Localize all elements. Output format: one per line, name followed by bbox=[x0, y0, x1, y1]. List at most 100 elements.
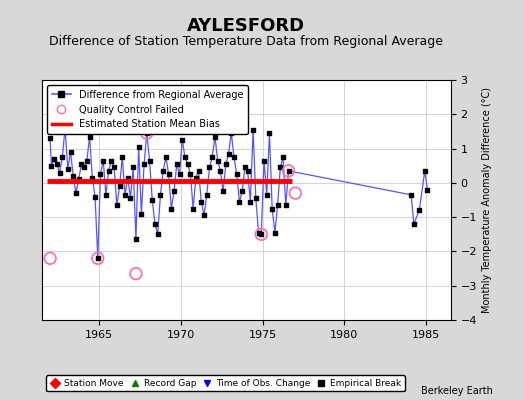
Point bbox=[96, 171, 105, 178]
Point bbox=[46, 255, 54, 262]
Point bbox=[74, 176, 83, 183]
Point bbox=[410, 221, 418, 227]
Point bbox=[172, 161, 181, 167]
Point bbox=[91, 193, 99, 200]
Point bbox=[276, 164, 285, 171]
Point bbox=[421, 168, 429, 174]
Point bbox=[118, 154, 126, 160]
Point bbox=[61, 125, 69, 131]
Point bbox=[47, 162, 56, 169]
Point bbox=[148, 197, 157, 203]
Point bbox=[285, 168, 293, 174]
Point bbox=[233, 171, 241, 178]
Point bbox=[165, 171, 173, 178]
Point bbox=[94, 255, 102, 262]
Point bbox=[77, 161, 85, 167]
Point bbox=[244, 168, 252, 174]
Point bbox=[222, 161, 230, 167]
Point bbox=[67, 149, 75, 155]
Point bbox=[189, 205, 198, 212]
Point bbox=[63, 166, 72, 172]
Point bbox=[50, 156, 58, 162]
Point bbox=[211, 133, 219, 140]
Point bbox=[113, 202, 121, 208]
Point bbox=[129, 164, 137, 171]
Point bbox=[140, 161, 148, 167]
Point bbox=[279, 154, 287, 160]
Point bbox=[227, 130, 235, 136]
Point bbox=[181, 154, 189, 160]
Point bbox=[249, 126, 257, 133]
Point bbox=[271, 229, 279, 236]
Legend: Difference from Regional Average, Quality Control Failed, Estimated Station Mean: Difference from Regional Average, Qualit… bbox=[47, 85, 248, 134]
Point bbox=[110, 164, 118, 171]
Point bbox=[192, 174, 200, 181]
Point bbox=[143, 130, 151, 136]
Point bbox=[170, 188, 178, 195]
Point bbox=[104, 168, 113, 174]
Text: Berkeley Earth: Berkeley Earth bbox=[421, 386, 493, 396]
Point bbox=[254, 229, 263, 236]
Point bbox=[241, 164, 249, 171]
Point bbox=[274, 202, 282, 208]
Point bbox=[205, 164, 214, 171]
Point bbox=[246, 198, 255, 205]
Point bbox=[126, 195, 135, 202]
Point bbox=[219, 188, 227, 195]
Y-axis label: Monthly Temperature Anomaly Difference (°C): Monthly Temperature Anomaly Difference (… bbox=[483, 87, 493, 313]
Point bbox=[143, 130, 151, 136]
Point bbox=[213, 157, 222, 164]
Point bbox=[178, 137, 187, 143]
Point bbox=[132, 236, 140, 243]
Point bbox=[115, 183, 124, 190]
Legend: Station Move, Record Gap, Time of Obs. Change, Empirical Break: Station Move, Record Gap, Time of Obs. C… bbox=[47, 375, 405, 392]
Point bbox=[83, 157, 91, 164]
Point bbox=[194, 168, 203, 174]
Point bbox=[121, 192, 129, 198]
Point bbox=[167, 205, 176, 212]
Point bbox=[257, 231, 266, 238]
Point bbox=[88, 174, 96, 181]
Point bbox=[200, 212, 208, 219]
Point bbox=[154, 231, 162, 238]
Point bbox=[423, 186, 432, 193]
Point bbox=[257, 231, 266, 238]
Point bbox=[162, 154, 170, 160]
Point bbox=[102, 192, 110, 198]
Point bbox=[186, 171, 194, 178]
Text: AYLESFORD: AYLESFORD bbox=[187, 17, 305, 35]
Point bbox=[159, 168, 167, 174]
Point bbox=[46, 135, 54, 142]
Point bbox=[263, 192, 271, 198]
Point bbox=[58, 154, 67, 160]
Point bbox=[135, 144, 143, 150]
Point bbox=[56, 169, 64, 176]
Point bbox=[238, 188, 246, 195]
Point bbox=[107, 157, 116, 164]
Point bbox=[69, 173, 78, 179]
Point bbox=[265, 130, 274, 136]
Point bbox=[260, 157, 268, 164]
Point bbox=[285, 168, 293, 174]
Point bbox=[291, 190, 300, 196]
Point bbox=[203, 192, 211, 198]
Point bbox=[156, 192, 165, 198]
Point bbox=[124, 174, 132, 181]
Point bbox=[183, 161, 192, 167]
Point bbox=[145, 157, 154, 164]
Point bbox=[235, 198, 244, 205]
Point bbox=[208, 154, 216, 160]
Point bbox=[137, 210, 146, 217]
Text: Difference of Station Temperature Data from Regional Average: Difference of Station Temperature Data f… bbox=[49, 36, 443, 48]
Point bbox=[268, 205, 276, 212]
Point bbox=[224, 150, 233, 157]
Point bbox=[132, 270, 140, 277]
Point bbox=[99, 157, 107, 164]
Point bbox=[53, 161, 61, 167]
Point bbox=[85, 133, 94, 140]
Point bbox=[94, 255, 102, 262]
Point bbox=[252, 195, 260, 202]
Point bbox=[176, 171, 184, 178]
Point bbox=[216, 168, 225, 174]
Point bbox=[281, 202, 290, 208]
